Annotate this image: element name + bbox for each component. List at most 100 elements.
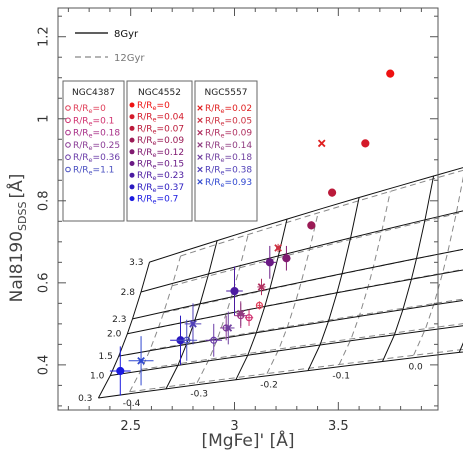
grid-imf-line-8gyr — [149, 167, 463, 263]
data-point-ngc5557 — [236, 309, 245, 318]
grid-imf-label: 0.3 — [78, 394, 92, 404]
y-tick-label: 1.2 — [37, 26, 52, 47]
x-axis-title: [MgFe]' [Å] — [201, 429, 294, 451]
legend-entry-label: R/Re=0.36 — [73, 153, 120, 164]
grid-met-line-8gyr — [382, 175, 435, 362]
legend-entry-label: R/Re=0.18 — [205, 153, 252, 164]
legend-marker — [129, 137, 135, 143]
grid-imf-line-8gyr — [98, 351, 463, 399]
line-legend-label: 8Gyr — [114, 29, 139, 40]
legend-marker — [129, 184, 135, 190]
grid-imf-line-8gyr — [140, 210, 463, 293]
x-tick-label: 3 — [230, 419, 238, 434]
grid-imf-label: 3.3 — [129, 258, 143, 268]
grid-imf-line-8gyr — [110, 325, 463, 376]
legend-entry-label: R/Re=0.93 — [205, 178, 252, 189]
data-point-ngc5557 — [257, 283, 266, 291]
data-point-ngc4552 — [307, 221, 316, 230]
legend-entry-label: R/Re=0 — [73, 104, 106, 115]
data-point-ngc4552 — [327, 188, 337, 197]
legend-entry-label: R/Re=0.04 — [137, 113, 184, 124]
legend-entry-label: R/Re=0.09 — [137, 136, 184, 147]
legend-marker — [129, 102, 135, 108]
model-grid: 0.3 1.0 1.5 2.0 2.3 2.8 3.3 -0.4 -0.3 -0.2 -0.1 0.0… — [78, 167, 463, 409]
grid-imf-line-8gyr — [118, 299, 463, 357]
y-tick-label: 0.6 — [37, 272, 52, 293]
grid-imf-line-8gyr — [127, 269, 463, 335]
data-point-ngc4387 — [255, 301, 264, 309]
legend-box-title: NGC4552 — [138, 88, 181, 98]
legend-marker — [197, 129, 203, 136]
grid-met-label: -0.4 — [123, 399, 141, 409]
x-tick-label: 3.5 — [328, 419, 349, 434]
legend-entry-label: R/Re=0.15 — [137, 160, 184, 171]
data-point-ngc5557 — [137, 356, 145, 365]
legend-entry-label: R/Re=0.38 — [205, 166, 252, 177]
y-tick-label: 0.4 — [37, 355, 52, 376]
axes: 2.5 3 3.5 0.4 0.6 0.8 1 1.2 — [37, 7, 439, 434]
grid-imf-label: 1.5 — [99, 352, 113, 362]
legend-marker — [65, 129, 71, 136]
y-tick-label: 0.8 — [37, 190, 52, 211]
legend-entry-label: R/Re=0.02 — [205, 104, 252, 115]
data-points — [109, 69, 395, 396]
legend-marker — [197, 117, 203, 124]
legend-box-ngc5557 — [194, 80, 258, 222]
data-point-ngc4387 — [183, 336, 191, 344]
legend-entry-label: R/Re=0.18 — [73, 129, 120, 140]
legend: 8Gyr12GyrNGC4387R/Re=0R/Re=0.1R/Re=0.18R… — [62, 29, 258, 222]
data-point-ngc5557 — [189, 320, 197, 328]
legend-marker — [129, 114, 135, 120]
data-point-ngc5557 — [274, 244, 282, 252]
legend-entry-label: R/Re=0.09 — [205, 129, 252, 140]
legend-marker — [65, 154, 71, 160]
legend-entry-label: R/Re=0 — [137, 101, 170, 112]
legend-marker — [197, 166, 203, 173]
data-point-ngc4552 — [386, 69, 395, 78]
data-point-ngc4387 — [210, 336, 218, 344]
y-axis-title-main: NaI8190 — [7, 231, 27, 302]
y-axis-title: NaI8190SDSS [Å] — [5, 174, 29, 303]
legend-marker — [197, 179, 203, 185]
grid-met-line-8gyr — [307, 197, 360, 371]
grid-met-label: -0.1 — [332, 371, 350, 381]
legend-marker — [197, 105, 203, 111]
y-tick-label: 1 — [37, 115, 52, 123]
data-point-ngc5557 — [224, 324, 233, 332]
legend-entry-label: R/Re=0.7 — [137, 195, 178, 206]
plot-frame — [57, 7, 439, 411]
legend-box-title: NGC5557 — [205, 88, 248, 98]
legend-marker — [65, 142, 71, 148]
legend-entry-label: R/Re=0.07 — [137, 124, 184, 135]
grid-imf-line-12gyr — [141, 323, 463, 370]
grid-imf-line-8gyr — [132, 248, 463, 320]
svg-text:NaI8190SDSS[Å]: NaI8190SDSS [Å] — [5, 174, 29, 303]
legend-marker — [129, 161, 135, 166]
legend-entry-label: R/Re=0.05 — [205, 116, 252, 127]
legend-entry-label: R/Re=0.12 — [137, 148, 184, 159]
legend-marker — [129, 196, 135, 202]
legend-entry-label: R/Re=0.37 — [137, 183, 184, 194]
data-point-ngc4552 — [265, 258, 274, 267]
data-point-ngc4552 — [230, 286, 239, 296]
data-point-ngc4552 — [361, 139, 370, 148]
grid-imf-label: 1.0 — [90, 372, 105, 382]
grid-imf-line-12gyr — [149, 298, 463, 351]
data-point-ngc4552 — [282, 254, 291, 263]
grid-imf-line-12gyr — [180, 169, 463, 257]
grid-met-label: 0.0 — [408, 362, 423, 372]
legend-marker — [129, 125, 135, 131]
x-tick-label: 2.5 — [120, 419, 141, 434]
data-point-ngc4387 — [245, 314, 253, 322]
grid-imf-line-12gyr — [171, 211, 463, 287]
legend-box-title: NGC4387 — [72, 88, 115, 98]
legend-marker — [197, 142, 203, 148]
legend-entry-label: R/Re=0.1 — [73, 116, 114, 127]
legend-marker — [65, 105, 71, 111]
legend-entry-label: R/Re=1.1 — [73, 166, 114, 177]
legend-entry-label: R/Re=0.14 — [205, 141, 252, 152]
legend-entry-label: R/Re=0.25 — [73, 141, 120, 152]
grid-met-line-12gyr — [266, 212, 319, 374]
y-axis-title-sub: SDSS — [16, 202, 29, 231]
